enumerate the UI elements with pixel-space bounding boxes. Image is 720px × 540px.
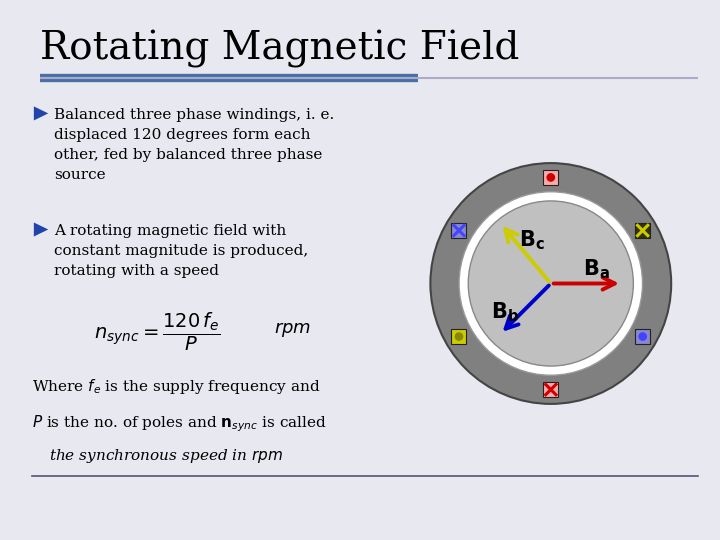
- Circle shape: [431, 163, 671, 404]
- FancyBboxPatch shape: [635, 329, 650, 344]
- Circle shape: [459, 192, 642, 375]
- Circle shape: [454, 332, 463, 341]
- Text: $P$ is the no. of poles and $\mathbf{n}_{sync}$ is called: $P$ is the no. of poles and $\mathbf{n}_…: [32, 414, 328, 434]
- Text: Balanced three phase windings, i. e.
displaced 120 degrees form each
other, fed : Balanced three phase windings, i. e. dis…: [54, 108, 334, 182]
- FancyBboxPatch shape: [451, 223, 467, 238]
- Circle shape: [546, 173, 555, 182]
- Text: $\mathbf{B_a}$: $\mathbf{B_a}$: [583, 258, 610, 281]
- Text: $n_{sync} = \dfrac{120\,f_e}{P}$: $n_{sync} = \dfrac{120\,f_e}{P}$: [94, 311, 220, 353]
- Text: $\mathbf{B_c}$: $\mathbf{B_c}$: [518, 229, 544, 252]
- Text: Rotating Magnetic Field: Rotating Magnetic Field: [40, 30, 519, 68]
- Polygon shape: [34, 222, 48, 237]
- Text: Where $f_e$ is the supply frequency and: Where $f_e$ is the supply frequency and: [32, 376, 321, 396]
- Text: $rpm$: $rpm$: [274, 320, 311, 339]
- FancyBboxPatch shape: [544, 170, 558, 185]
- FancyBboxPatch shape: [451, 329, 467, 344]
- Text: the synchronous speed in $rpm$: the synchronous speed in $rpm$: [49, 447, 283, 465]
- Circle shape: [639, 332, 647, 341]
- FancyBboxPatch shape: [635, 223, 650, 238]
- Polygon shape: [34, 106, 48, 120]
- Circle shape: [468, 201, 634, 366]
- FancyBboxPatch shape: [544, 382, 558, 397]
- Text: $\mathbf{B_b}$: $\mathbf{B_b}$: [491, 300, 519, 323]
- Text: A rotating magnetic field with
constant magnitude is produced,
rotating with a s: A rotating magnetic field with constant …: [54, 224, 308, 278]
